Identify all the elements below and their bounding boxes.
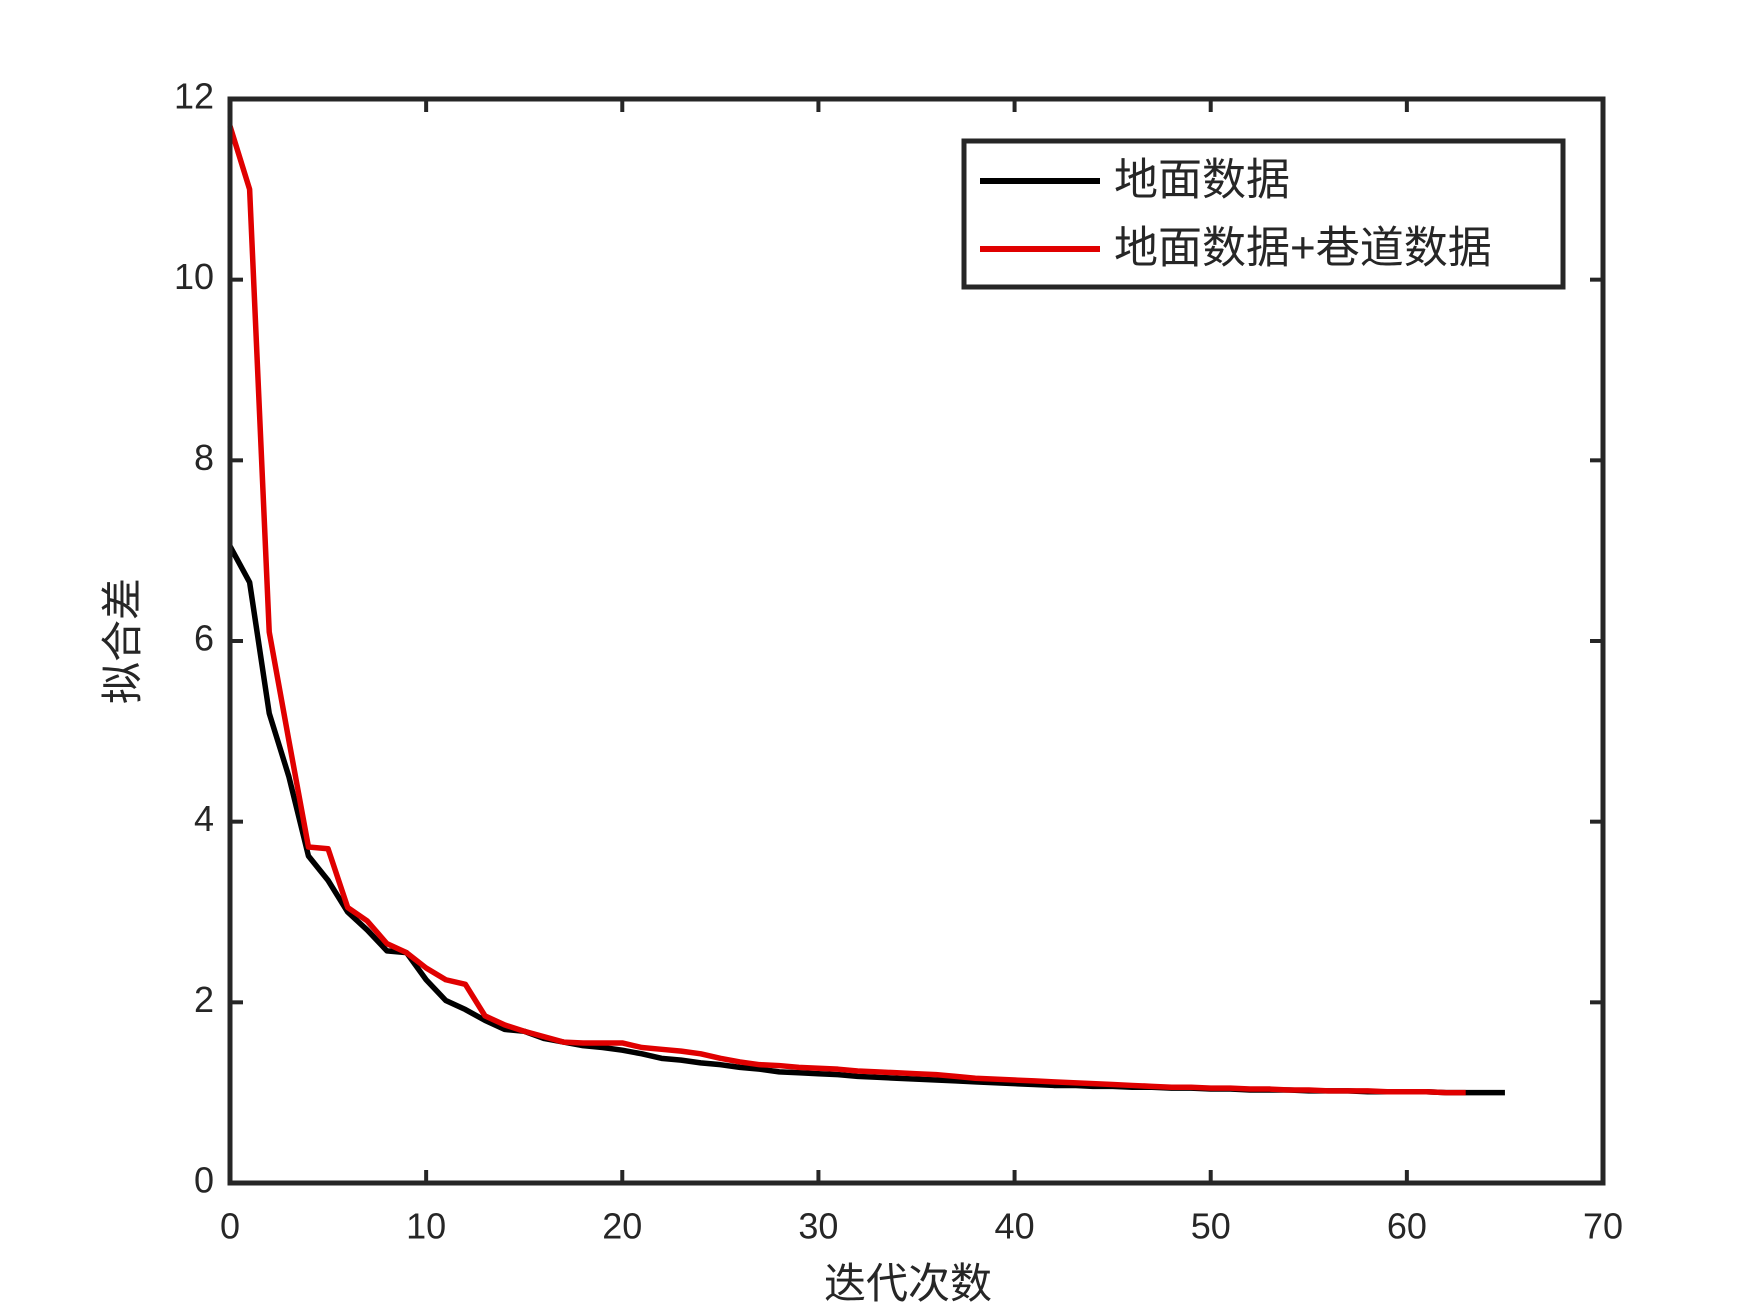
x-tick-label: 30 <box>798 1206 838 1247</box>
x-tick-label: 10 <box>406 1206 446 1247</box>
y-tick-label: 2 <box>194 979 214 1020</box>
y-tick-label: 6 <box>194 618 214 659</box>
axes-frame <box>227 96 1606 1186</box>
x-tick-label: 0 <box>220 1206 240 1247</box>
legend-label: 地面数据 <box>1114 156 1290 205</box>
y-tick-label: 8 <box>194 437 214 478</box>
x-tick-label: 60 <box>1387 1206 1427 1247</box>
y-axis-label: 拟合差 <box>99 578 146 704</box>
x-tick-label: 50 <box>1191 1206 1231 1247</box>
y-tick-label: 0 <box>194 1160 214 1201</box>
y-tick-label: 4 <box>194 798 214 839</box>
x-axis-label: 迭代次数 <box>824 1260 992 1307</box>
y-tick-label: 10 <box>174 256 214 297</box>
x-tick-label: 40 <box>995 1206 1035 1247</box>
x-tick-label: 20 <box>602 1206 642 1247</box>
data-line <box>227 125 1466 1096</box>
y-tick-label: 12 <box>174 76 214 117</box>
legend-box <box>961 138 1566 290</box>
legend-label: 地面数据+巷道数据 <box>1114 224 1492 273</box>
x-tick-label: 70 <box>1583 1206 1623 1247</box>
